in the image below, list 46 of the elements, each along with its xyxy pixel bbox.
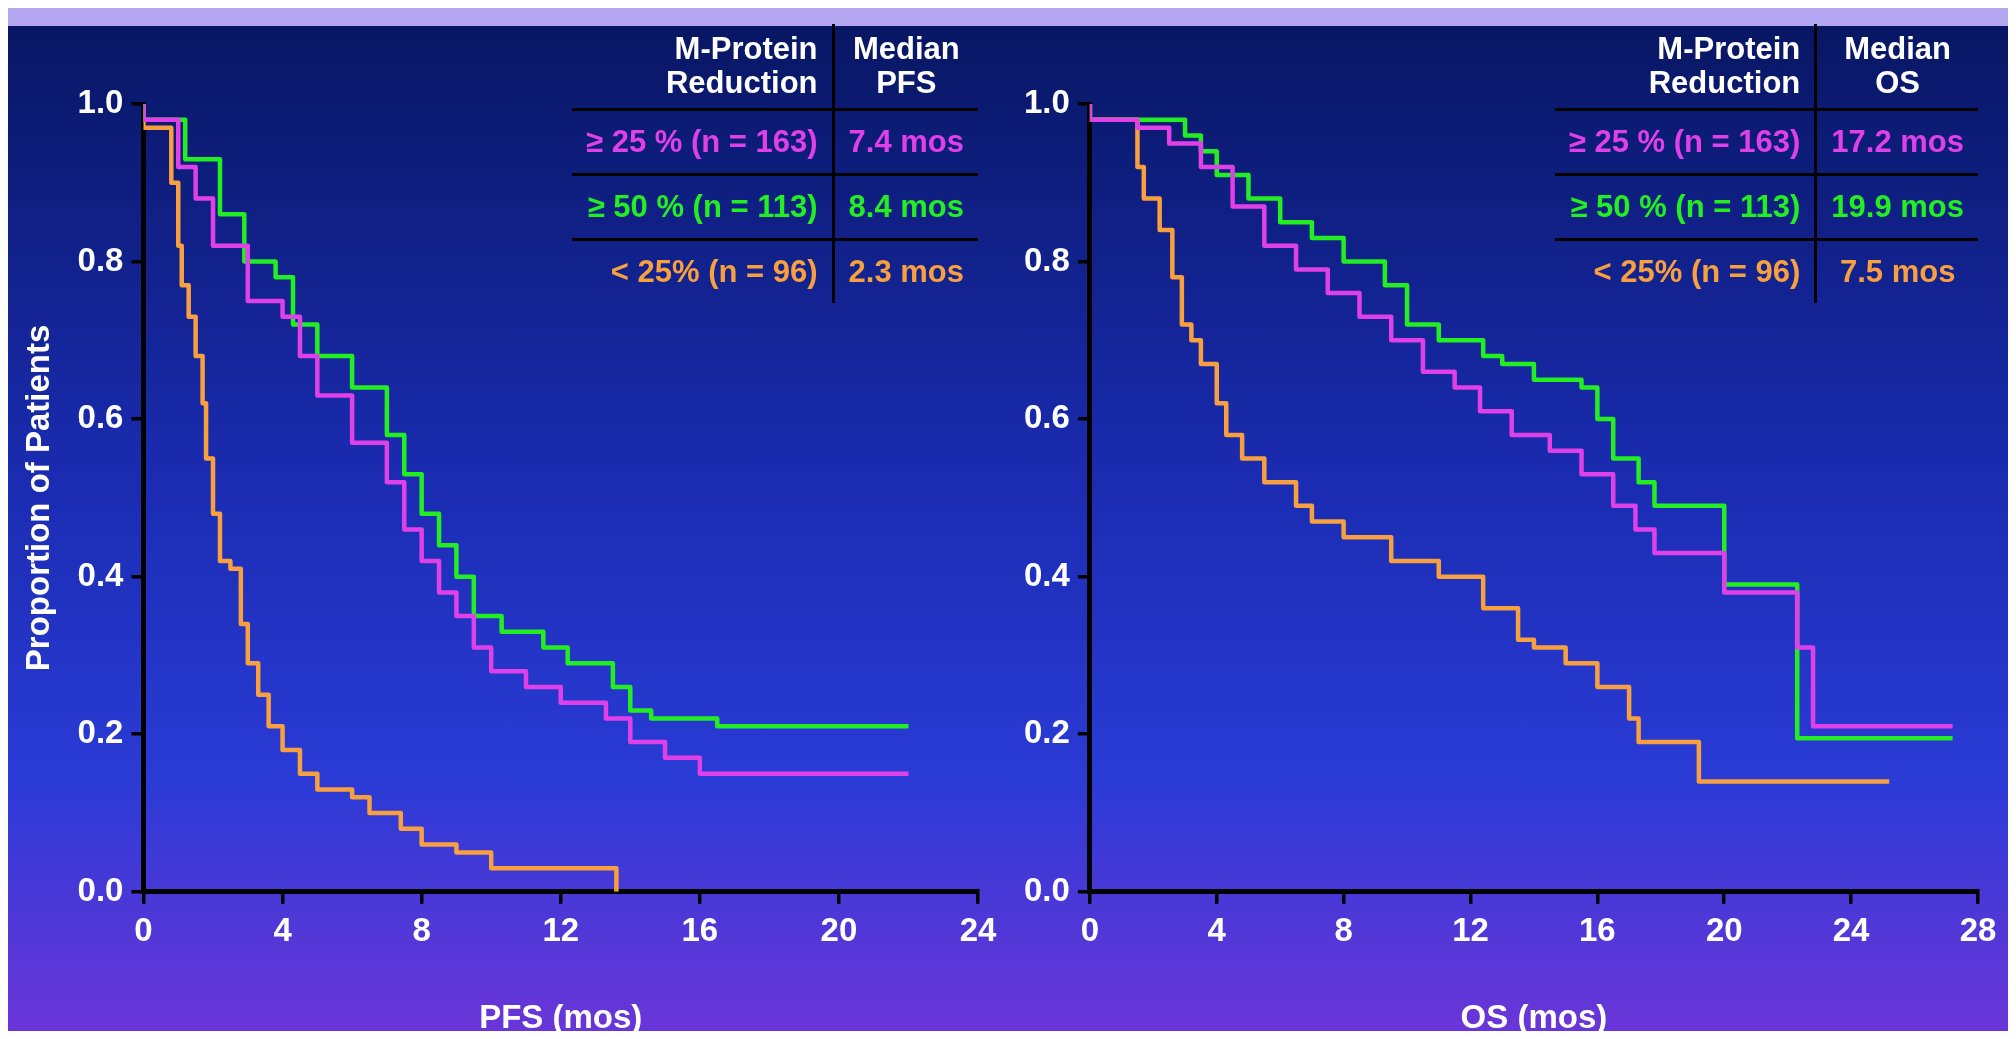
- x-tick-label: 12: [1452, 910, 1489, 948]
- text: M-Protein Reduction: [572, 24, 834, 110]
- y-tick-label: 0.0: [1024, 870, 1070, 908]
- y-tick-label: 1.0: [1024, 83, 1070, 121]
- x-axis-title: OS (mos): [1460, 998, 1608, 1036]
- y-tick-label: 0.2: [1024, 713, 1070, 751]
- text: Median PFS: [851, 30, 961, 102]
- x-tick-label: 0: [1080, 910, 1100, 948]
- x-tick-label: 8: [412, 910, 431, 948]
- y-tick-label: 0.8: [77, 240, 124, 278]
- x-tick-label: 20: [820, 910, 858, 948]
- x-tick-label: 16: [1579, 910, 1616, 948]
- x-tick-label: 4: [1207, 910, 1227, 948]
- annotation: 8.4 mos: [833, 174, 978, 240]
- x-tick-label: 16: [681, 910, 719, 948]
- y-tick-label: 0.6: [77, 398, 124, 436]
- text: ≥ 50 % (n = 113): [572, 174, 834, 240]
- annotation: 17.2 mos: [1815, 109, 1978, 175]
- text: ≥ 50 % (n = 113): [1554, 174, 1816, 240]
- x-tick-label: 24: [959, 910, 997, 948]
- y-tick-label: 0.8: [1024, 240, 1070, 278]
- text: < 25% (n = 96): [1554, 239, 1816, 303]
- y-tick-label: 0.2: [77, 713, 124, 751]
- x-tick-label: 12: [542, 910, 580, 948]
- x-tick-label: 4: [273, 910, 293, 948]
- y-tick-label: 0.4: [77, 555, 125, 593]
- text: M-Protein Reduction: [1554, 24, 1816, 110]
- y-tick-label: 0.0: [77, 870, 124, 908]
- annotation: 7.4 mos: [833, 109, 978, 175]
- text: Median OS: [1843, 30, 1953, 102]
- text: ≥ 25 % (n = 163): [572, 109, 834, 175]
- text: ≥ 25 % (n = 163): [1554, 109, 1816, 175]
- annotation: 19.9 mos: [1815, 174, 1978, 240]
- y-tick-label: 0.4: [1024, 555, 1071, 593]
- y-tick-label: 0.6: [1024, 398, 1070, 436]
- x-tick-label: 0: [134, 910, 153, 948]
- annotation: 2.3 mos: [833, 239, 978, 303]
- x-axis-title: PFS (mos): [479, 998, 643, 1036]
- x-tick-label: 20: [1705, 910, 1743, 948]
- x-tick-label: 8: [1334, 910, 1353, 948]
- y-tick-label: 1.0: [77, 83, 124, 121]
- x-tick-label: 28: [1959, 910, 1997, 948]
- x-tick-label: 24: [1832, 910, 1871, 948]
- annotation: 7.5 mos: [1815, 239, 1978, 303]
- y-axis-title: Proportion of Patients: [18, 324, 56, 672]
- text: < 25% (n = 96): [572, 239, 834, 303]
